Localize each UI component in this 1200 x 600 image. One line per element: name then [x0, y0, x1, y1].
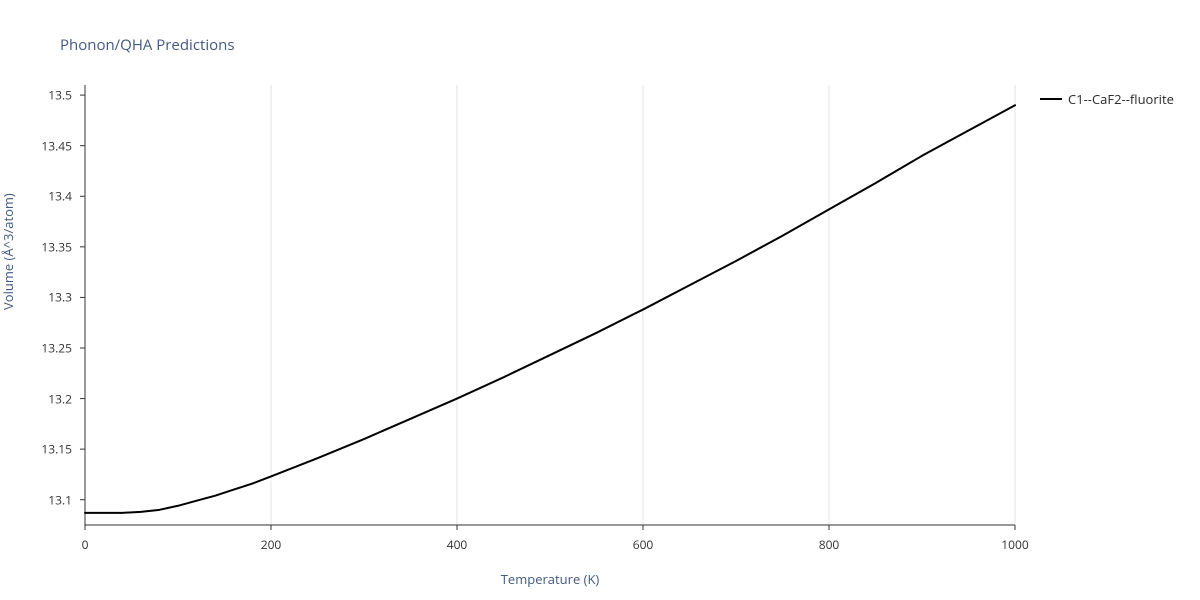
tick-label: 13.3 — [48, 289, 72, 306]
tick-label: 13.1 — [48, 491, 72, 508]
x-axis-label: Temperature (K) — [501, 570, 600, 588]
chart-container: Phonon/QHA Predictions Volume (Å^3/atom)… — [0, 0, 1200, 600]
legend-series-line — [1040, 98, 1062, 100]
tick-label: 600 — [633, 536, 654, 553]
tick-label: 1000 — [1001, 536, 1028, 553]
tick-label: 13.45 — [41, 137, 72, 154]
y-axis-label: Volume (Å^3/atom) — [0, 193, 17, 310]
tick-label: 13.15 — [41, 441, 72, 458]
tick-label: 800 — [819, 536, 840, 553]
legend: C1--CaF2--fluorite — [1040, 90, 1174, 108]
tick-label: 200 — [261, 536, 282, 553]
tick-label: 13.25 — [41, 339, 72, 356]
tick-label: 13.35 — [41, 238, 72, 255]
tick-label: 400 — [447, 536, 468, 553]
chart-title: Phonon/QHA Predictions — [60, 35, 235, 55]
tick-label: 13.5 — [48, 87, 72, 104]
legend-series-label: C1--CaF2--fluorite — [1068, 90, 1174, 108]
tick-label: 13.2 — [48, 390, 72, 407]
tick-label: 0 — [82, 536, 89, 553]
plot-area — [79, 79, 1021, 531]
tick-label: 13.4 — [48, 188, 72, 205]
